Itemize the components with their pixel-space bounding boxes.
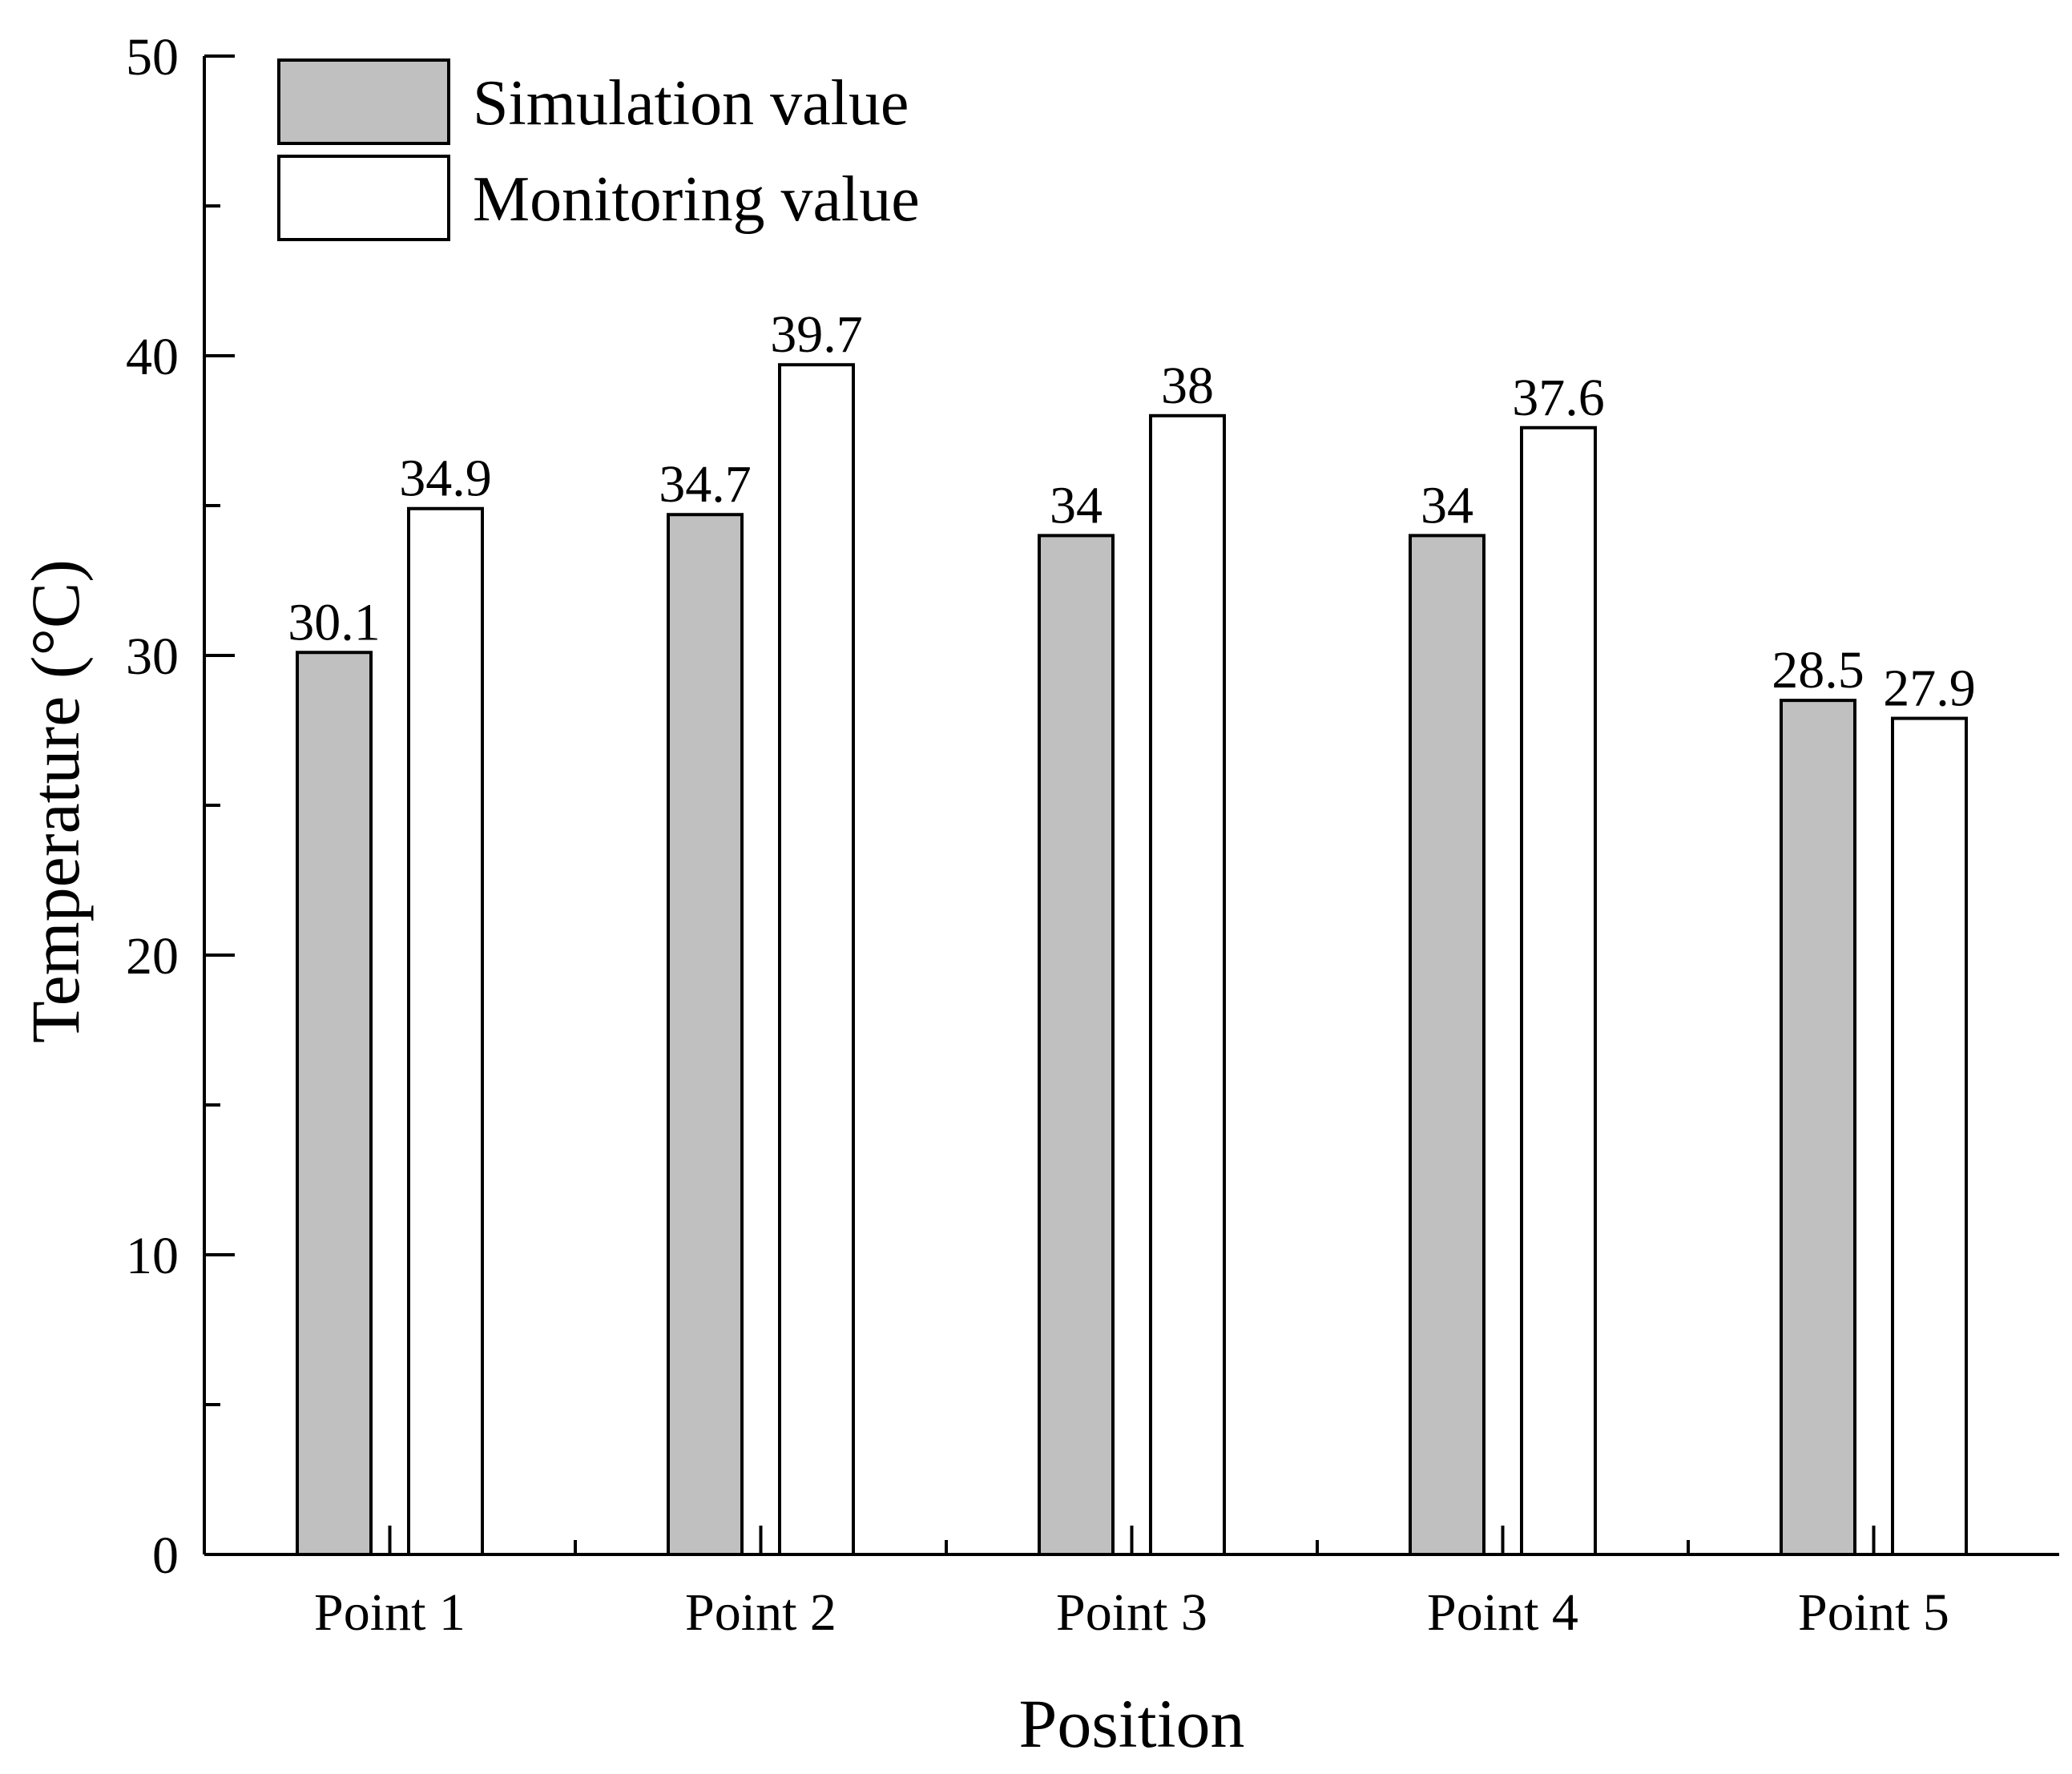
bar-simulation-4 <box>1409 534 1485 1556</box>
data-label-simulation-3: 34 <box>1050 476 1103 534</box>
x-tick-label-1: Point 1 <box>314 1583 466 1642</box>
legend-swatch-simulation <box>277 58 450 145</box>
data-label-monitoring-1: 34.9 <box>399 450 492 508</box>
bars-layer <box>296 363 1968 1557</box>
legend-label-simulation: Simulation value <box>473 68 909 139</box>
y-tick-label-0: 0 <box>152 1526 179 1585</box>
bar-simulation-3 <box>1038 534 1115 1556</box>
y-tick-label-20: 20 <box>126 927 179 986</box>
x-tick-label-2: Point 2 <box>685 1583 836 1642</box>
bar-monitoring-2 <box>778 363 855 1557</box>
legend-label-monitoring: Monitoring value <box>473 164 920 235</box>
x-tick-label-5: Point 5 <box>1798 1583 1949 1642</box>
bar-simulation-2 <box>667 513 744 1556</box>
y-tick-label-30: 30 <box>126 627 179 686</box>
bar-monitoring-3 <box>1149 413 1226 1556</box>
bar-simulation-1 <box>296 651 373 1556</box>
data-labels-layer: 30.1 34.7 34 34 28.5 34.9 39.7 38 37.6 27.9 <box>288 305 1976 717</box>
y-axis-title: Temperature (°C) <box>17 559 94 1043</box>
legend-swatch-monitoring <box>277 155 450 241</box>
y-tick-label-40: 40 <box>126 328 179 386</box>
axes-layer: 0 10 20 30 40 50 Point 1 Point 2 Point 3 Point 4 P… <box>126 28 2059 1642</box>
bar-simulation-5 <box>1780 699 1856 1556</box>
bar-monitoring-4 <box>1520 425 1597 1556</box>
bar-monitoring-5 <box>1891 716 1968 1556</box>
data-label-simulation-5: 28.5 <box>1772 641 1864 700</box>
y-tick-label-10: 10 <box>126 1227 179 1285</box>
data-label-simulation-4: 34 <box>1421 476 1473 534</box>
data-label-monitoring-4: 37.6 <box>1512 369 1605 427</box>
bar-monitoring-1 <box>407 506 484 1556</box>
x-tick-label-3: Point 3 <box>1056 1583 1207 1642</box>
data-label-monitoring-5: 27.9 <box>1883 659 1976 718</box>
data-label-simulation-2: 34.7 <box>659 455 752 514</box>
legend: Simulation value Monitoring value <box>277 58 920 241</box>
x-axis-title: Position <box>1019 1685 1245 1762</box>
data-label-monitoring-3: 38 <box>1161 357 1214 415</box>
data-label-monitoring-2: 39.7 <box>770 305 863 364</box>
x-tick-label-4: Point 4 <box>1427 1583 1578 1642</box>
data-label-simulation-1: 30.1 <box>288 593 381 651</box>
y-tick-label-50: 50 <box>126 28 179 87</box>
